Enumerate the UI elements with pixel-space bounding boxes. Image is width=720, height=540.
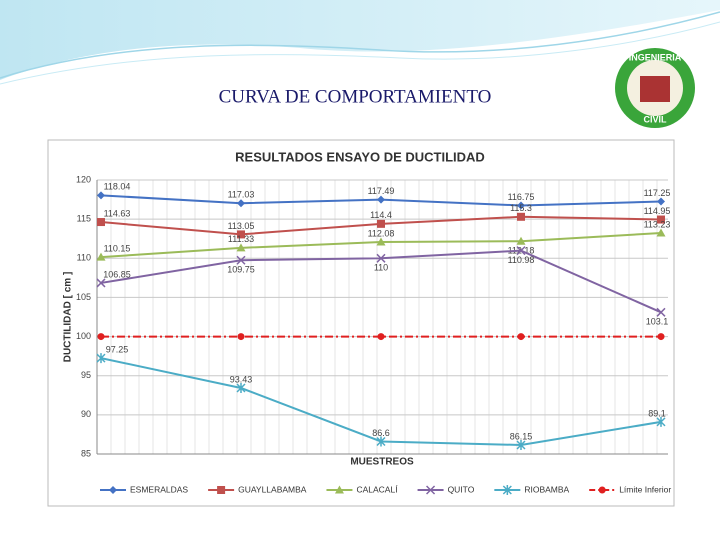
marker xyxy=(376,436,386,447)
marker xyxy=(517,333,525,341)
y-tick-label: 115 xyxy=(77,214,91,224)
y-tick-label: 110 xyxy=(77,253,91,263)
y-tick-label: 85 xyxy=(81,448,91,458)
marker xyxy=(236,255,246,265)
y-tick-label: 100 xyxy=(76,331,91,341)
legend-marker xyxy=(217,486,226,494)
series: 114.63 113.05 114.4 115.3 114.95 xyxy=(97,203,671,239)
legend-entry: Límite Inferior xyxy=(589,484,671,494)
marker xyxy=(517,212,525,221)
data-label: 109.75 xyxy=(227,265,255,275)
marker xyxy=(657,215,665,224)
swoosh-line xyxy=(0,11,720,79)
marker xyxy=(657,333,665,341)
marker xyxy=(97,218,105,227)
data-label: 116.75 xyxy=(508,192,535,202)
marker xyxy=(377,333,385,341)
marker xyxy=(376,237,386,246)
data-label: 103.1 xyxy=(646,317,669,327)
x-axis-label: MUESTREOS xyxy=(350,457,414,468)
data-label: 89.1 xyxy=(648,408,666,418)
swoosh xyxy=(0,0,720,80)
legend-entry: RIOBAMBA xyxy=(494,484,570,495)
marker xyxy=(236,383,246,394)
marker xyxy=(97,333,105,341)
legend-label: RIOBAMBA xyxy=(524,484,569,494)
marker xyxy=(516,439,526,450)
marker xyxy=(96,353,106,364)
data-label: 113.23 xyxy=(644,219,671,229)
data-label: 114.95 xyxy=(644,206,671,216)
y-tick-label: 95 xyxy=(81,370,91,380)
marker xyxy=(516,236,526,245)
series: 106.85 109.75 110 110.98 103.1 xyxy=(96,246,669,327)
marker xyxy=(97,191,105,200)
marker xyxy=(377,195,385,204)
legend-marker xyxy=(109,486,117,494)
legend-marker xyxy=(502,485,512,495)
legend-label: Límite Inferior xyxy=(619,484,671,494)
marker xyxy=(657,197,665,206)
data-label: 111.33 xyxy=(228,234,254,244)
legend-marker xyxy=(426,485,436,495)
data-label: 117.25 xyxy=(644,188,671,198)
marker xyxy=(96,252,106,261)
legend-marker xyxy=(334,485,344,494)
y-tick-label: 105 xyxy=(76,292,91,302)
chart-title: RESULTADOS ENSAYO DE DUCTILIDAD xyxy=(235,149,485,164)
marker xyxy=(236,243,246,252)
swoosh-line xyxy=(0,21,720,85)
legend-entry: QUITO xyxy=(417,484,475,495)
marker xyxy=(237,230,245,239)
data-label: 110 xyxy=(374,263,388,273)
marker xyxy=(237,333,245,341)
data-label: 97.25 xyxy=(106,344,129,354)
logo-figure xyxy=(640,76,670,102)
data-label: 117.49 xyxy=(368,186,395,196)
marker xyxy=(516,246,526,256)
marker xyxy=(656,228,666,237)
legend-entry: GUAYLLABAMBA xyxy=(208,484,307,494)
y-tick-label: 120 xyxy=(76,174,91,184)
data-label: 86.6 xyxy=(372,428,390,438)
legend-marker xyxy=(598,486,606,494)
series xyxy=(97,333,665,341)
marker xyxy=(376,253,386,263)
logo-top: INGENIERIA xyxy=(629,52,682,62)
logo: INGENIERIA CIVIL xyxy=(615,48,695,128)
data-label: 117.03 xyxy=(228,190,255,200)
data-label: 86.15 xyxy=(510,431,533,441)
y-axis-label: DUCTILIDAD [ cm ] xyxy=(63,272,74,363)
data-label: 113.05 xyxy=(228,221,255,231)
data-label: 106.85 xyxy=(103,269,131,279)
slide-title: CURVA DE COMPORTAMIENTO xyxy=(219,86,492,107)
legend-label: QUITO xyxy=(448,484,475,494)
data-label: 110.98 xyxy=(508,255,535,265)
data-label: 114.4 xyxy=(370,210,392,220)
legend-label: GUAYLLABAMBA xyxy=(238,484,307,494)
marker xyxy=(656,416,666,427)
chart-frame xyxy=(47,139,675,507)
marker xyxy=(237,199,245,208)
marker xyxy=(96,278,106,288)
data-label: 112.08 xyxy=(368,228,395,238)
data-label: 114.63 xyxy=(104,208,131,218)
legend-entry: ESMERALDAS xyxy=(100,484,188,494)
marker xyxy=(377,219,385,228)
series: 97.25 93.43 86.6 86.15 89.1 xyxy=(96,344,666,450)
data-label: 118.04 xyxy=(104,182,131,192)
legend-label: CALACALÍ xyxy=(356,484,398,494)
marker xyxy=(517,201,525,210)
series: 118.04 117.03 117.49 116.75 117.25 xyxy=(97,182,670,210)
logo-bottom: CIVIL xyxy=(643,114,667,124)
data-label: 110.15 xyxy=(104,243,131,253)
legend-entry: CALACALÍ xyxy=(326,484,398,494)
data-label: 115.3 xyxy=(510,203,532,213)
data-label: 93.43 xyxy=(230,374,253,384)
y-tick-label: 90 xyxy=(81,409,91,419)
marker xyxy=(656,307,666,317)
legend-label: ESMERALDAS xyxy=(130,484,188,494)
